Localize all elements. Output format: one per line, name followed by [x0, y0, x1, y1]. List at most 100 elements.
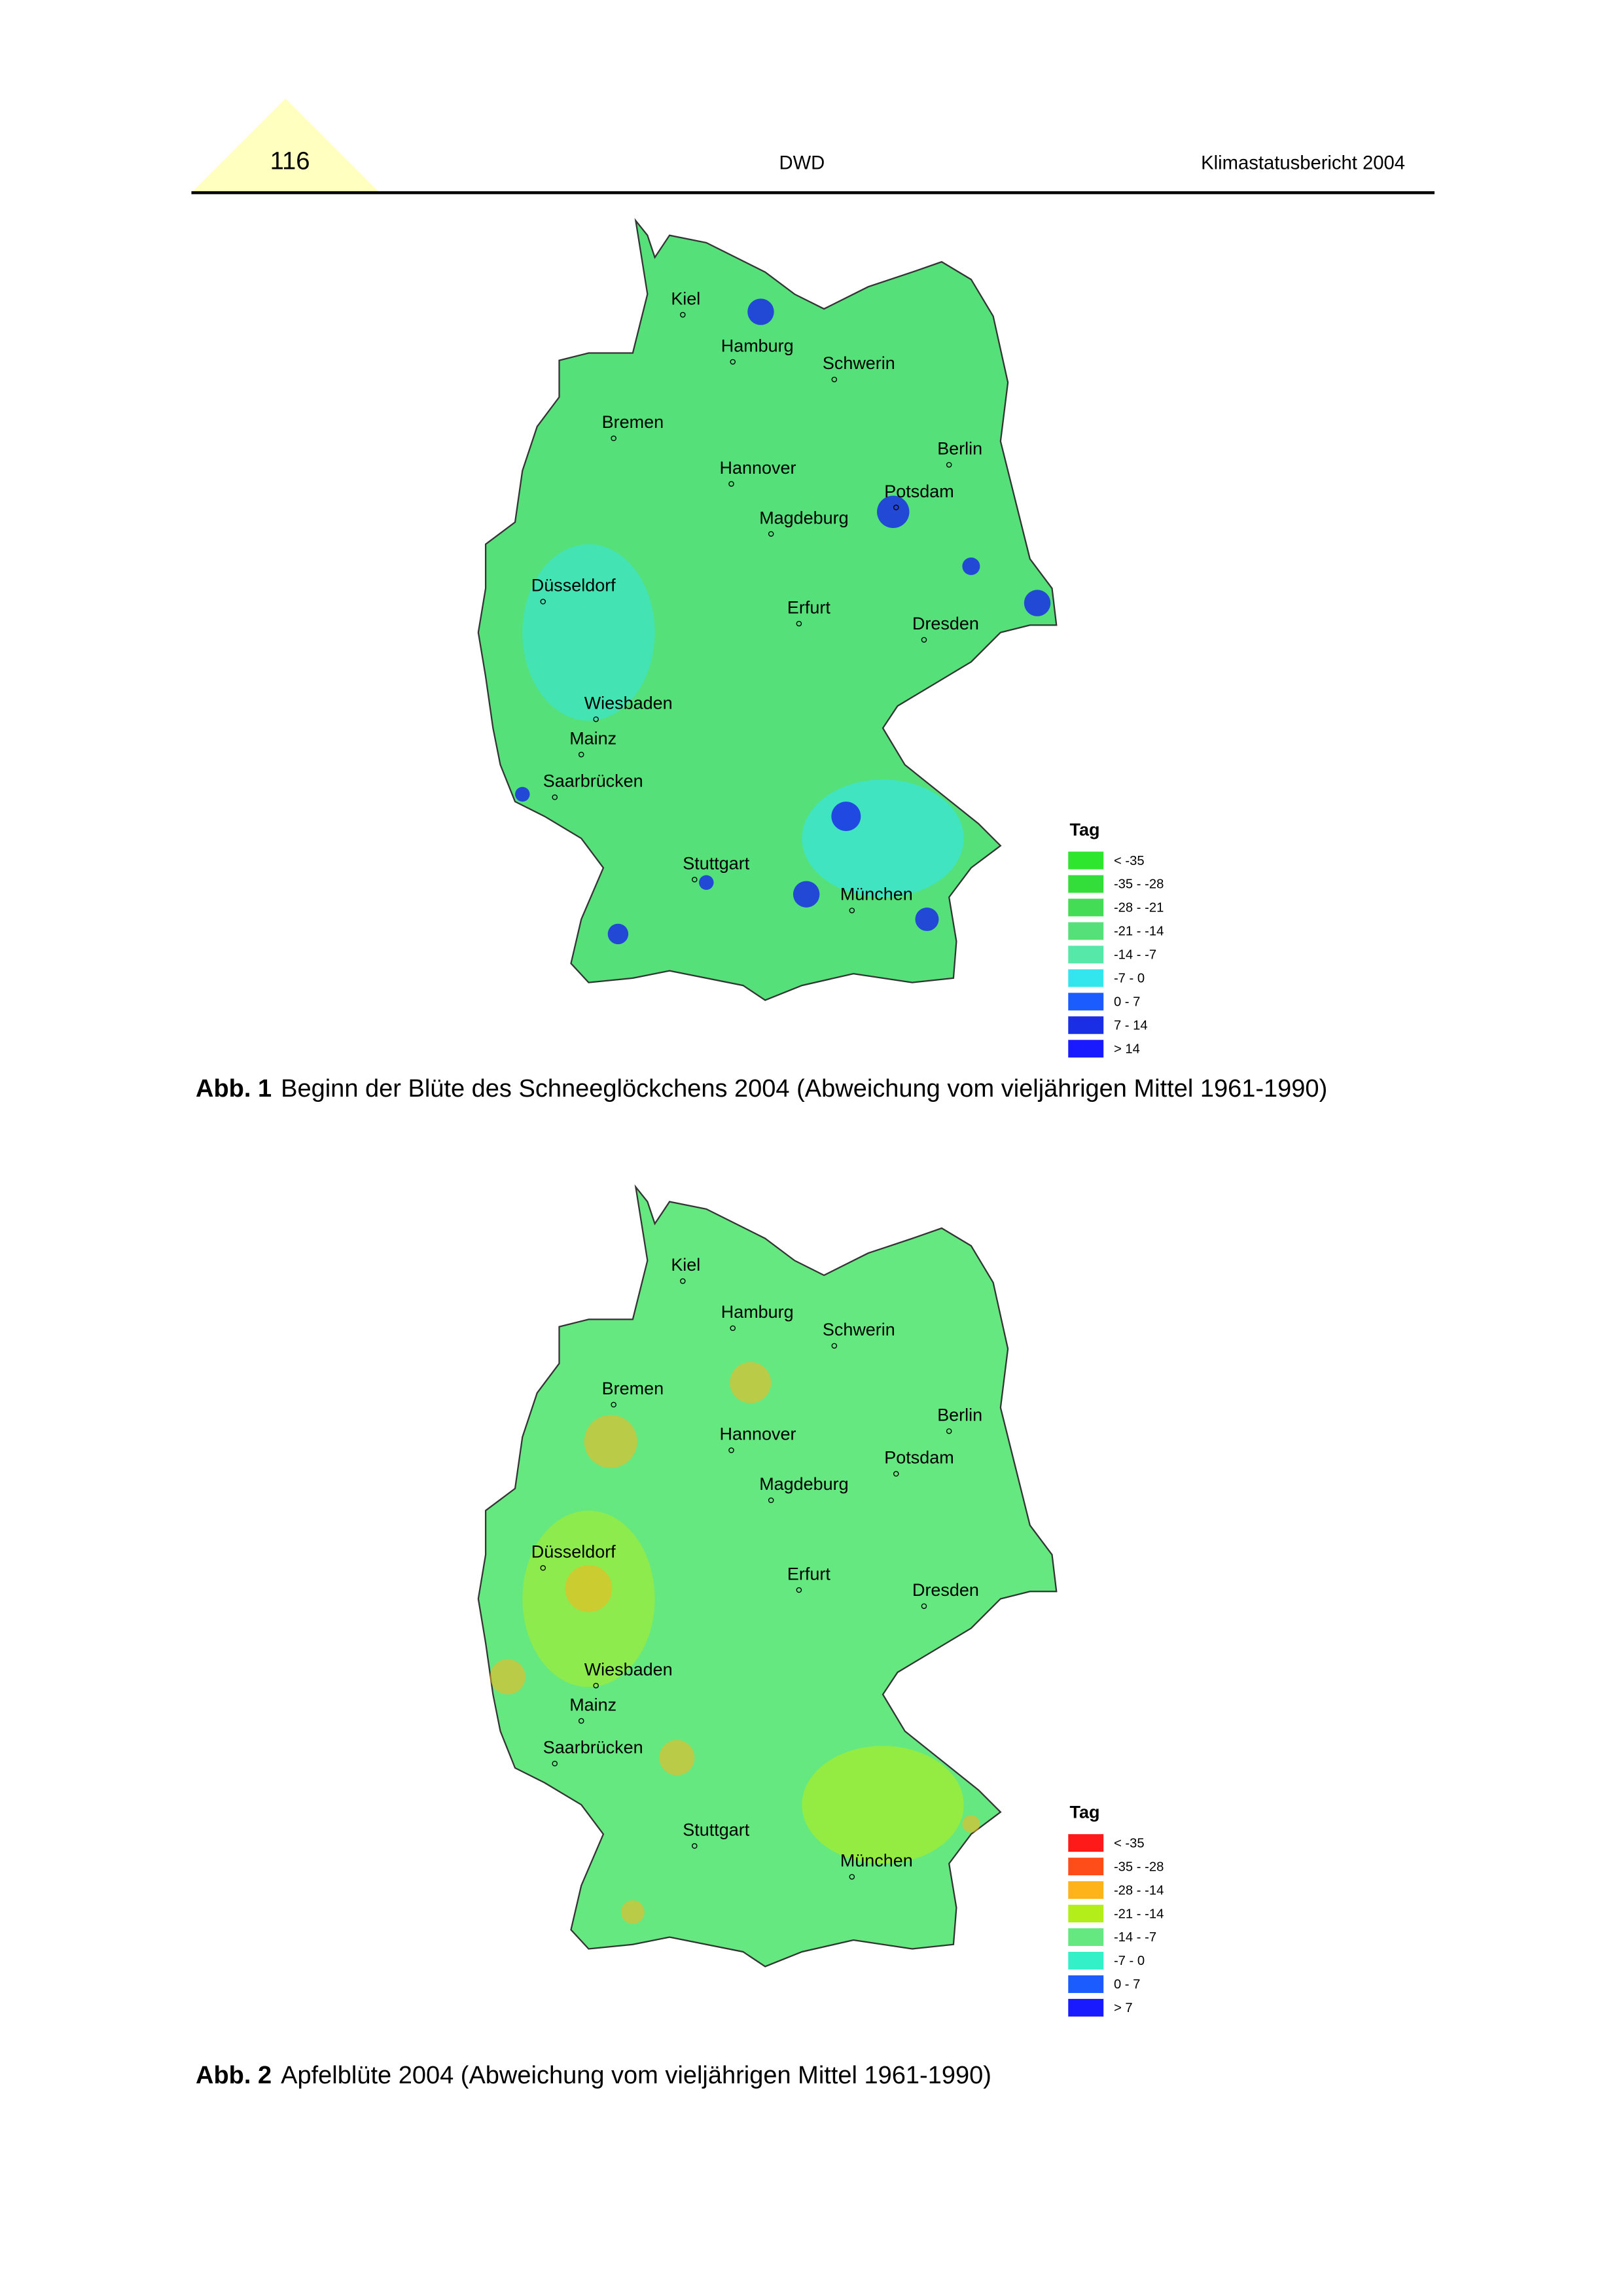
map-spot — [747, 298, 774, 325]
legend-swatch — [1068, 993, 1104, 1011]
city-label: Stuttgart — [683, 1820, 749, 1839]
caption: Abb. 2 Apfelblüte 2004 (Abweichung vom vi… — [196, 2060, 1435, 2092]
city-label: Wiesbaden — [584, 693, 673, 713]
map-region — [802, 779, 964, 898]
legend-label: -35 - -28 — [1114, 877, 1164, 892]
city-label: Stuttgart — [683, 854, 749, 874]
city-dot — [578, 1718, 584, 1724]
city-label: Dresden — [912, 1580, 979, 1600]
city-label: Magdeburg — [759, 508, 848, 527]
city-label: Potsdam — [884, 1448, 954, 1468]
legend-title: Tag — [1070, 1802, 1100, 1822]
city-label: Dresden — [912, 614, 979, 633]
legend-label: < -35 — [1114, 854, 1145, 868]
legend-label: -14 - -7 — [1114, 1930, 1156, 1945]
city-label: Hamburg — [721, 1302, 794, 1322]
legend-swatch — [1068, 1016, 1104, 1034]
legend-label: -7 - 0 — [1114, 1954, 1145, 1968]
city-label: Hannover — [720, 1424, 796, 1444]
city-dot — [692, 1843, 698, 1849]
map-spot — [584, 1415, 637, 1468]
legend-swatch — [1068, 1040, 1104, 1058]
city-dot — [730, 359, 736, 365]
figure: Kiel Hamburg Schwerin Bremen Berlin Hannover P… — [477, 1186, 1164, 2017]
map-spot — [915, 907, 939, 931]
city-dot — [593, 1682, 599, 1689]
city-dot — [692, 876, 698, 883]
city-dot — [593, 716, 599, 722]
city-label: Düsseldorf — [531, 1542, 616, 1562]
city-dot — [921, 637, 927, 643]
city-label: Hamburg — [721, 336, 794, 355]
city-dot — [831, 376, 838, 383]
figure: Kiel Hamburg Schwerin Bremen Berlin Hannover P… — [477, 220, 1164, 1058]
city-dot — [680, 311, 686, 318]
legend-label: -7 - 0 — [1114, 972, 1145, 986]
city-dot — [893, 504, 899, 510]
city-label: Mainz — [569, 728, 616, 748]
city-label: Magdeburg — [759, 1474, 848, 1494]
map-region — [802, 1746, 964, 1864]
city-dot — [552, 1760, 558, 1767]
city-dot — [946, 462, 952, 468]
legend-label: -21 - -14 — [1114, 1907, 1164, 1921]
legend-swatch — [1068, 945, 1104, 964]
legend-swatch — [1068, 1975, 1104, 1993]
legend-label: > 14 — [1114, 1042, 1140, 1057]
legend-label: 0 - 7 — [1114, 995, 1140, 1010]
city-dot — [768, 1497, 774, 1504]
map-spot — [1024, 590, 1051, 616]
legend-label: 0 - 7 — [1114, 1977, 1140, 1992]
city-label: Erfurt — [787, 1564, 830, 1583]
city-dot — [849, 908, 855, 913]
city-label: Berlin — [937, 1405, 982, 1424]
city-dot — [540, 1565, 546, 1571]
legend-swatch — [1068, 851, 1104, 870]
city-label: Düsseldorf — [531, 576, 616, 595]
legend-title: Tag — [1070, 820, 1100, 839]
city-label: Berlin — [937, 439, 982, 459]
city-dot — [611, 1402, 616, 1408]
city-dot — [611, 435, 616, 442]
map-spot — [490, 1659, 526, 1695]
city-dot — [831, 1343, 838, 1349]
map-spot — [962, 1814, 980, 1833]
city-dot — [578, 751, 584, 758]
header-center: DWD — [779, 153, 825, 174]
legend-label: -28 - -14 — [1114, 1883, 1164, 1898]
legend-swatch — [1068, 1858, 1104, 1876]
header-right: Klimastatusbericht 2004 — [1201, 153, 1405, 174]
city-label: Schwerin — [823, 353, 895, 373]
page-number: 116 — [270, 147, 310, 175]
city-label: Erfurt — [787, 597, 830, 617]
caption: Abb. 1 Beginn der Blüte des Schneeglöckch… — [196, 1073, 1435, 1105]
map-spot — [962, 557, 980, 575]
city-dot — [796, 1587, 802, 1593]
map-spot — [515, 786, 530, 802]
legend-label: -28 - -21 — [1114, 901, 1164, 915]
city-label: Hannover — [720, 458, 796, 478]
legend-label: 7 - 14 — [1114, 1019, 1148, 1033]
city-dot — [540, 599, 546, 605]
legend-swatch — [1068, 1905, 1104, 1923]
legend-label: -35 - -28 — [1114, 1860, 1164, 1874]
city-dot — [796, 620, 802, 627]
city-label: Kiel — [671, 1255, 700, 1275]
city-label: Saarbrücken — [543, 1738, 643, 1757]
caption-label: Abb. 2 — [196, 2062, 272, 2089]
city-label: Wiesbaden — [584, 1659, 673, 1679]
map-spot — [607, 923, 629, 945]
map-spot — [831, 802, 861, 832]
map-spot — [620, 1900, 645, 1924]
map-spot — [793, 881, 820, 908]
city-dot — [921, 1603, 927, 1609]
city-dot — [680, 1278, 686, 1284]
city-label: Saarbrücken — [543, 771, 643, 791]
city-label: Schwerin — [823, 1320, 895, 1339]
legend-swatch — [1068, 969, 1104, 987]
map-spot — [730, 1362, 772, 1404]
city-label: Bremen — [602, 412, 664, 432]
city-dot — [768, 531, 774, 537]
caption-label: Abb. 1 — [196, 1075, 272, 1103]
